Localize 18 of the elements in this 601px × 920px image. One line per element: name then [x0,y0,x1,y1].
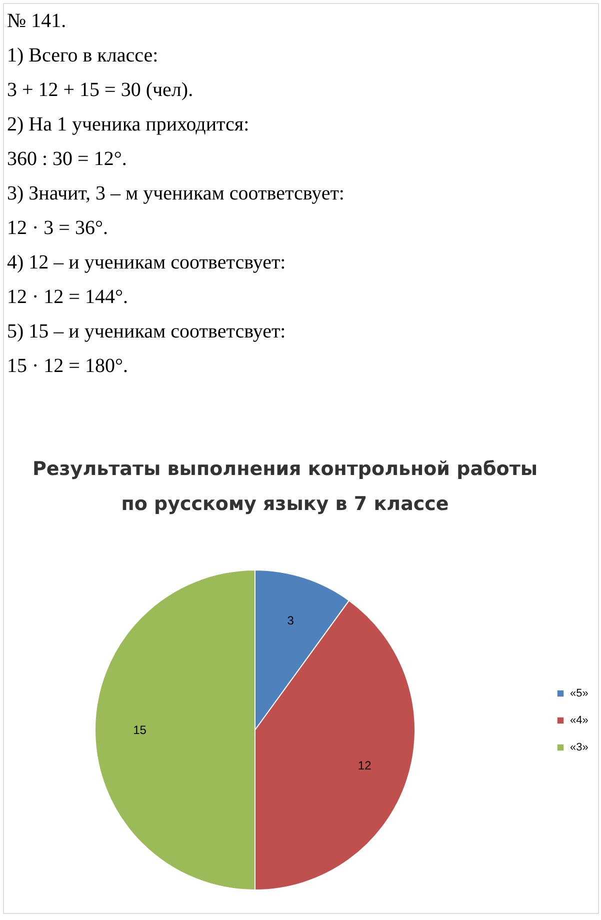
text: 1) Всего в классе: [7,44,158,66]
text: 3) Значит, 3 – м ученикам соответсвует: [7,182,344,204]
data-label: 3 [287,613,294,628]
text: 12 · 12 = 144°. [7,286,128,308]
text: 4) 12 – и ученикам соответсвует: [7,252,286,274]
chart-title: Результаты выполнения контрольной работы по русскому языку в 7 классе [32,458,538,515]
data-label: 12 [358,758,372,773]
text: 360 : 30 = 12°. [7,148,127,170]
legend-label: «3» [570,742,588,754]
text: 15 · 12 = 180°. [7,355,128,377]
text: № 141. [7,10,66,32]
legend-label: «5» [570,688,588,700]
legend-label: «4» [570,714,588,726]
text: 3 + 12 + 15 = 30 (чел). [7,79,194,101]
text: 2) На 1 ученика приходится: [7,114,250,136]
text: 12 · 3 = 36°. [7,217,108,239]
data-label: 15 [133,723,147,737]
text: 5) 15 – и ученикам соответсвует: [7,320,286,342]
